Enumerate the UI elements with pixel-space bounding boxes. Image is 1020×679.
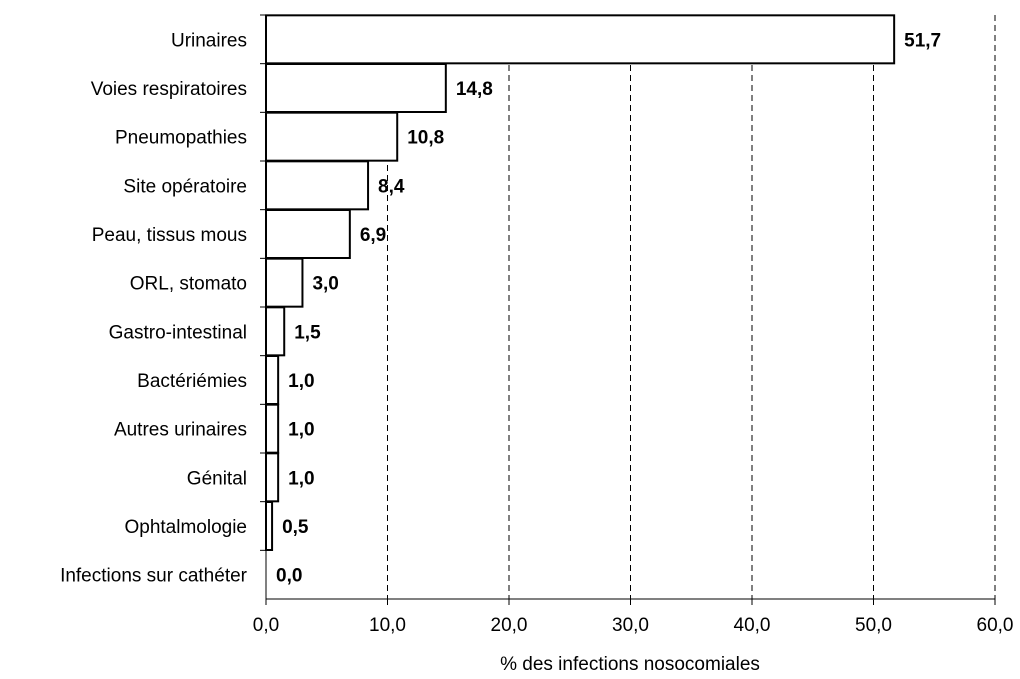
bar	[265, 501, 274, 551]
x-tick-label: 30,0	[612, 615, 649, 636]
category-label: Peau, tissus mous	[92, 225, 247, 246]
category-label: Urinaires	[171, 30, 247, 51]
x-axis-title: % des infections nosocomiales	[500, 654, 760, 675]
bar	[265, 160, 370, 211]
x-tick-label: 50,0	[855, 615, 892, 636]
bars	[265, 14, 896, 551]
value-label: 10,8	[407, 128, 444, 149]
grid-lines	[387, 15, 996, 599]
value-label: 8,4	[378, 176, 405, 197]
x-tick-label: 20,0	[491, 615, 528, 636]
bar	[265, 63, 447, 113]
value-label: 6,9	[360, 225, 386, 246]
bar	[265, 111, 399, 162]
x-tick-label: 60,0	[977, 615, 1014, 636]
category-label: Site opératoire	[123, 176, 247, 197]
bar	[265, 209, 351, 259]
category-label: Ophtalmologie	[124, 517, 247, 538]
bar	[265, 452, 280, 503]
value-label: 1,5	[294, 322, 321, 343]
value-label: 1,0	[288, 371, 314, 392]
value-label: 0,0	[276, 566, 302, 587]
value-label: 1,0	[288, 420, 314, 441]
value-label: 0,5	[282, 517, 309, 538]
category-label: Bactériémies	[137, 371, 247, 392]
category-label: Infections sur cathéter	[60, 566, 248, 587]
value-label: 3,0	[312, 274, 338, 295]
x-tick-label: 10,0	[369, 615, 406, 636]
bar	[265, 14, 896, 65]
value-label: 14,8	[456, 79, 493, 100]
x-tick-label: 0,0	[253, 615, 279, 636]
value-label: 51,7	[904, 30, 941, 51]
value-label: 1,0	[288, 468, 314, 489]
bar	[265, 355, 280, 405]
labels: 0,0 10,0 20,0 30,0 40,0 50,0 60,0 Urinaires 51,7…	[60, 30, 1013, 636]
category-label: Génital	[187, 468, 247, 489]
axes	[260, 14, 996, 605]
category-label: Autres urinaires	[114, 420, 247, 441]
x-tick-label: 40,0	[734, 615, 771, 636]
category-label: Voies respiratoires	[91, 79, 247, 100]
category-label: Pneumopathies	[115, 128, 247, 149]
bar	[265, 257, 304, 308]
bar	[265, 306, 286, 357]
category-label: ORL, stomato	[130, 274, 247, 295]
bar	[265, 403, 280, 454]
category-label: Gastro-intestinal	[109, 322, 247, 343]
